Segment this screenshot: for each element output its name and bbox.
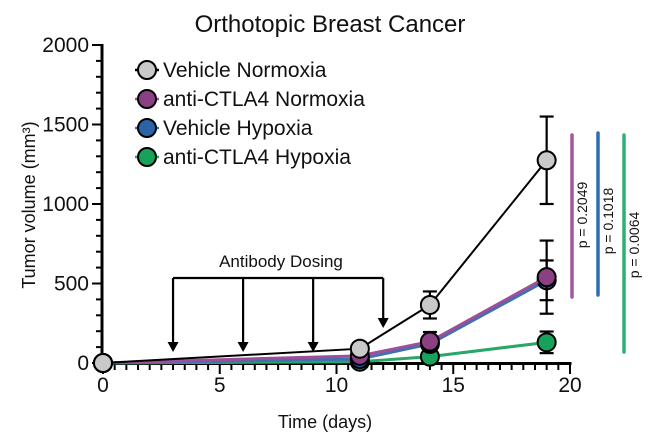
legend-label: anti-CTLA4 Normoxia: [163, 88, 365, 111]
series-line: [102, 279, 548, 365]
x-axis-title: Time (days): [278, 412, 372, 432]
legend-label: anti-CTLA4 Hypoxia: [163, 146, 351, 169]
plot-layer: 0 5 10 15 20 0 500 1000 1500 2000 p = 0.2049 p = 0.…: [42, 34, 642, 397]
legend-label: Vehicle Hypoxia: [163, 117, 313, 140]
y-tick-label: 0: [77, 352, 89, 375]
series-line: [102, 275, 548, 365]
y-tick-label: 500: [54, 273, 89, 296]
y-tick-label: 1500: [42, 114, 89, 137]
legend-marker-icon: [137, 147, 157, 167]
data-point-marker: [536, 332, 557, 353]
data-point-marker: [536, 267, 557, 288]
x-tick-label: 10: [325, 374, 348, 397]
dosing-arrowhead-icon: [377, 318, 389, 328]
dosing-annotation-label: Antibody Dosing: [219, 252, 343, 271]
p-value-label: p = 0.0064: [626, 212, 642, 279]
p-value-label: p = 0.2049: [574, 182, 590, 249]
dosing-arrowhead-icon: [237, 342, 249, 352]
y-tick-label: 2000: [42, 34, 89, 57]
data-point-marker: [349, 338, 370, 359]
data-point-marker: [419, 331, 440, 352]
dosing-arrowhead-icon: [307, 342, 319, 352]
legend-marker-icon: [137, 118, 157, 138]
x-tick-label: 20: [558, 374, 581, 397]
y-axis-title: Tumor volume (mm³): [19, 121, 39, 288]
x-tick-label: 5: [214, 374, 226, 397]
y-tick-label: 1000: [42, 193, 89, 216]
legend-label: Vehicle Normoxia: [163, 59, 327, 82]
x-tick-label: 15: [442, 374, 465, 397]
p-value-label: p = 0.1018: [600, 188, 616, 255]
series-line: [102, 159, 548, 364]
legend-marker-icon: [137, 60, 157, 80]
legend-marker-icon: [137, 89, 157, 109]
data-point-marker: [536, 150, 557, 171]
x-tick-label: 0: [97, 374, 109, 397]
dosing-arrowhead-icon: [167, 342, 179, 352]
data-point-marker: [419, 294, 440, 315]
chart-title: Orthotopic Breast Cancer: [195, 11, 466, 38]
data-point-marker: [93, 353, 113, 373]
